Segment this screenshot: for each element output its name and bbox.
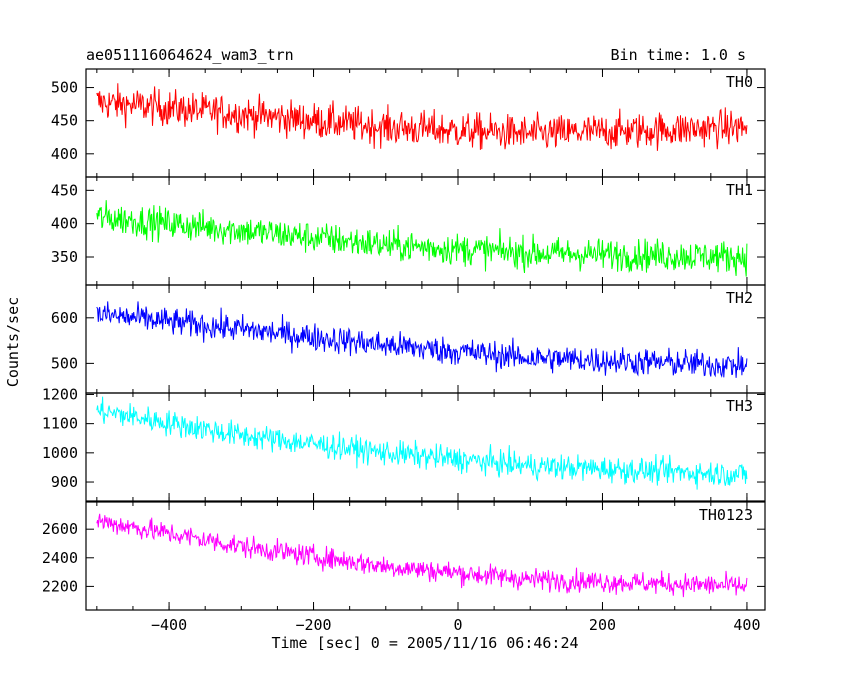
panel-th1 [85,176,766,286]
y-tick-label: 2600 [42,520,78,538]
legend-label-th1: TH1 [726,181,753,199]
panel-th3 [85,392,766,502]
y-tick-label: 400 [51,145,78,163]
y-tick-label: 500 [51,79,78,97]
panel-frame [85,392,766,502]
y-tick-label: 1200 [42,385,78,403]
y-tick-label: 1100 [42,415,78,433]
panel-th0 [85,68,766,178]
x-tick-label: 400 [733,616,760,634]
x-tick-label: −400 [151,616,187,634]
x-tick-label: −200 [295,616,331,634]
y-tick-label: 2200 [42,577,78,595]
panel-th2 [85,284,766,394]
series-line-th1 [96,200,748,277]
y-tick-label: 600 [51,309,78,327]
x-axis-label: Time [sec] 0 = 2005/11/16 06:46:24 [271,634,578,652]
series-line-th2 [96,301,748,378]
panel-th0123 [85,501,766,611]
panel-frame [85,284,766,394]
y-tick-label: 450 [51,112,78,130]
y-tick-label: 500 [51,354,78,372]
legend-label-th2: TH2 [726,289,753,307]
series-line-th3 [96,396,748,490]
chart-title: ae051116064624_wam3_trn [86,46,294,64]
y-tick-label: 900 [51,473,78,491]
y-tick-label: 1000 [42,444,78,462]
panel-frame [85,68,766,178]
x-tick-label: 200 [589,616,616,634]
x-tick-label: 0 [453,616,462,634]
legend-label-th0123: TH0123 [699,506,753,524]
legend-label-th0: TH0 [726,73,753,91]
y-tick-label: 350 [51,248,78,266]
series-line-th0123 [96,513,748,598]
y-tick-label: 2400 [42,549,78,567]
legend-label-th3: TH3 [726,397,753,415]
y-tick-label: 400 [51,215,78,233]
y-tick-label: 450 [51,181,78,199]
bin-time-label: Bin time: 1.0 s [611,46,746,64]
y-axis-label: Counts/sec [4,297,22,387]
series-line-th0 [96,83,748,151]
panel-frame [85,501,766,611]
